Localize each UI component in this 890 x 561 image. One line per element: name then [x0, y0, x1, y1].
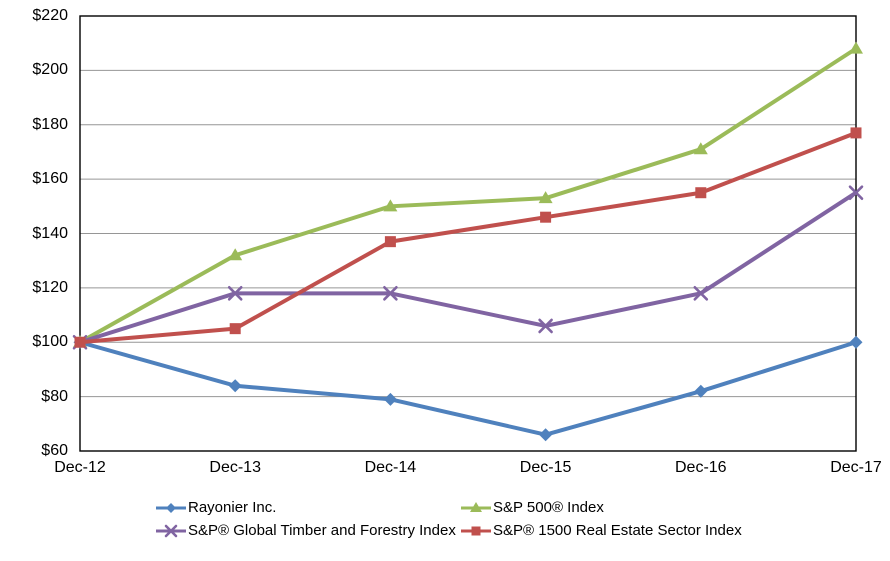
line-sp500-index [78, 46, 858, 345]
marker-rayonier-inc [228, 379, 242, 393]
plot-border [79, 15, 857, 452]
marker-sp500-index [383, 199, 398, 212]
triangle-legend-marker-icon [461, 502, 491, 512]
y-tick-label: $120 [32, 278, 68, 296]
marker-sp-global-timber-index [383, 286, 398, 301]
legend-item-sp1500-real-estate-index: S&P® 1500 Real Estate Sector Index [461, 522, 742, 540]
marker-sp1500-real-estate-index [384, 236, 396, 248]
legend-item-sp-global-timber-index: S&P® Global Timber and Forestry Index [156, 522, 456, 540]
y-tick-label: $200 [32, 61, 68, 79]
marker-rayonier-inc [383, 392, 397, 406]
marker-sp500-index [849, 41, 863, 54]
y-tick-label: $220 [32, 7, 68, 24]
y-tick-label: $80 [41, 387, 68, 405]
marker-rayonier-inc [539, 428, 553, 442]
y-tick-label: $140 [32, 224, 68, 242]
y-tick-label: $100 [32, 333, 68, 351]
diamond-icon [166, 503, 176, 513]
marker-sp500-index [538, 191, 553, 204]
legend-item-sp500-index: S&P 500® Index [461, 499, 604, 517]
marker-sp-global-timber-index [848, 185, 864, 201]
legend-label: S&P 500® Index [493, 499, 604, 516]
x-tick-label: Dec-15 [519, 459, 572, 476]
square-icon [471, 526, 481, 536]
y-tick-label: $60 [41, 442, 68, 459]
x-tick-label: Dec-14 [364, 459, 417, 476]
line-rayonier-inc [78, 340, 858, 437]
x-tick-label: Dec-17 [830, 459, 882, 476]
legend-label: S&P® 1500 Real Estate Sector Index [493, 522, 742, 539]
legend-label: Rayonier Inc. [188, 499, 277, 516]
legend-label: S&P® Global Timber and Forestry Index [188, 522, 456, 539]
marker-rayonier-inc [849, 335, 863, 349]
marker-sp-global-timber-index [693, 286, 709, 301]
y-tick-label: $160 [32, 170, 68, 188]
line-sp-global-timber-index [78, 190, 858, 345]
diamond-legend-marker-icon [156, 503, 186, 513]
x-tick-label: Dec-12 [54, 459, 106, 476]
triangle-icon [470, 502, 482, 512]
marker-sp500-index [693, 142, 708, 155]
marker-sp1500-real-estate-index [540, 211, 552, 223]
line-sp1500-real-estate-index [78, 130, 858, 345]
marker-sp-global-timber-index [227, 286, 243, 301]
x-tick-label: Dec-16 [675, 459, 727, 476]
y-tick-label: $180 [32, 115, 68, 133]
marker-sp1500-real-estate-index [695, 187, 707, 199]
marker-sp1500-real-estate-index [74, 336, 86, 348]
square-legend-marker-icon [461, 526, 491, 536]
marker-rayonier-inc [694, 384, 708, 398]
marker-sp-global-timber-index [538, 318, 553, 334]
x-icon [164, 524, 178, 538]
x-legend-marker-icon [156, 524, 186, 538]
marker-sp1500-real-estate-index [850, 127, 862, 139]
x-tick-label: Dec-13 [209, 459, 261, 476]
marker-sp1500-real-estate-index [229, 323, 241, 335]
marker-sp500-index [228, 248, 243, 261]
legend-item-rayonier-inc: Rayonier Inc. [156, 499, 276, 517]
